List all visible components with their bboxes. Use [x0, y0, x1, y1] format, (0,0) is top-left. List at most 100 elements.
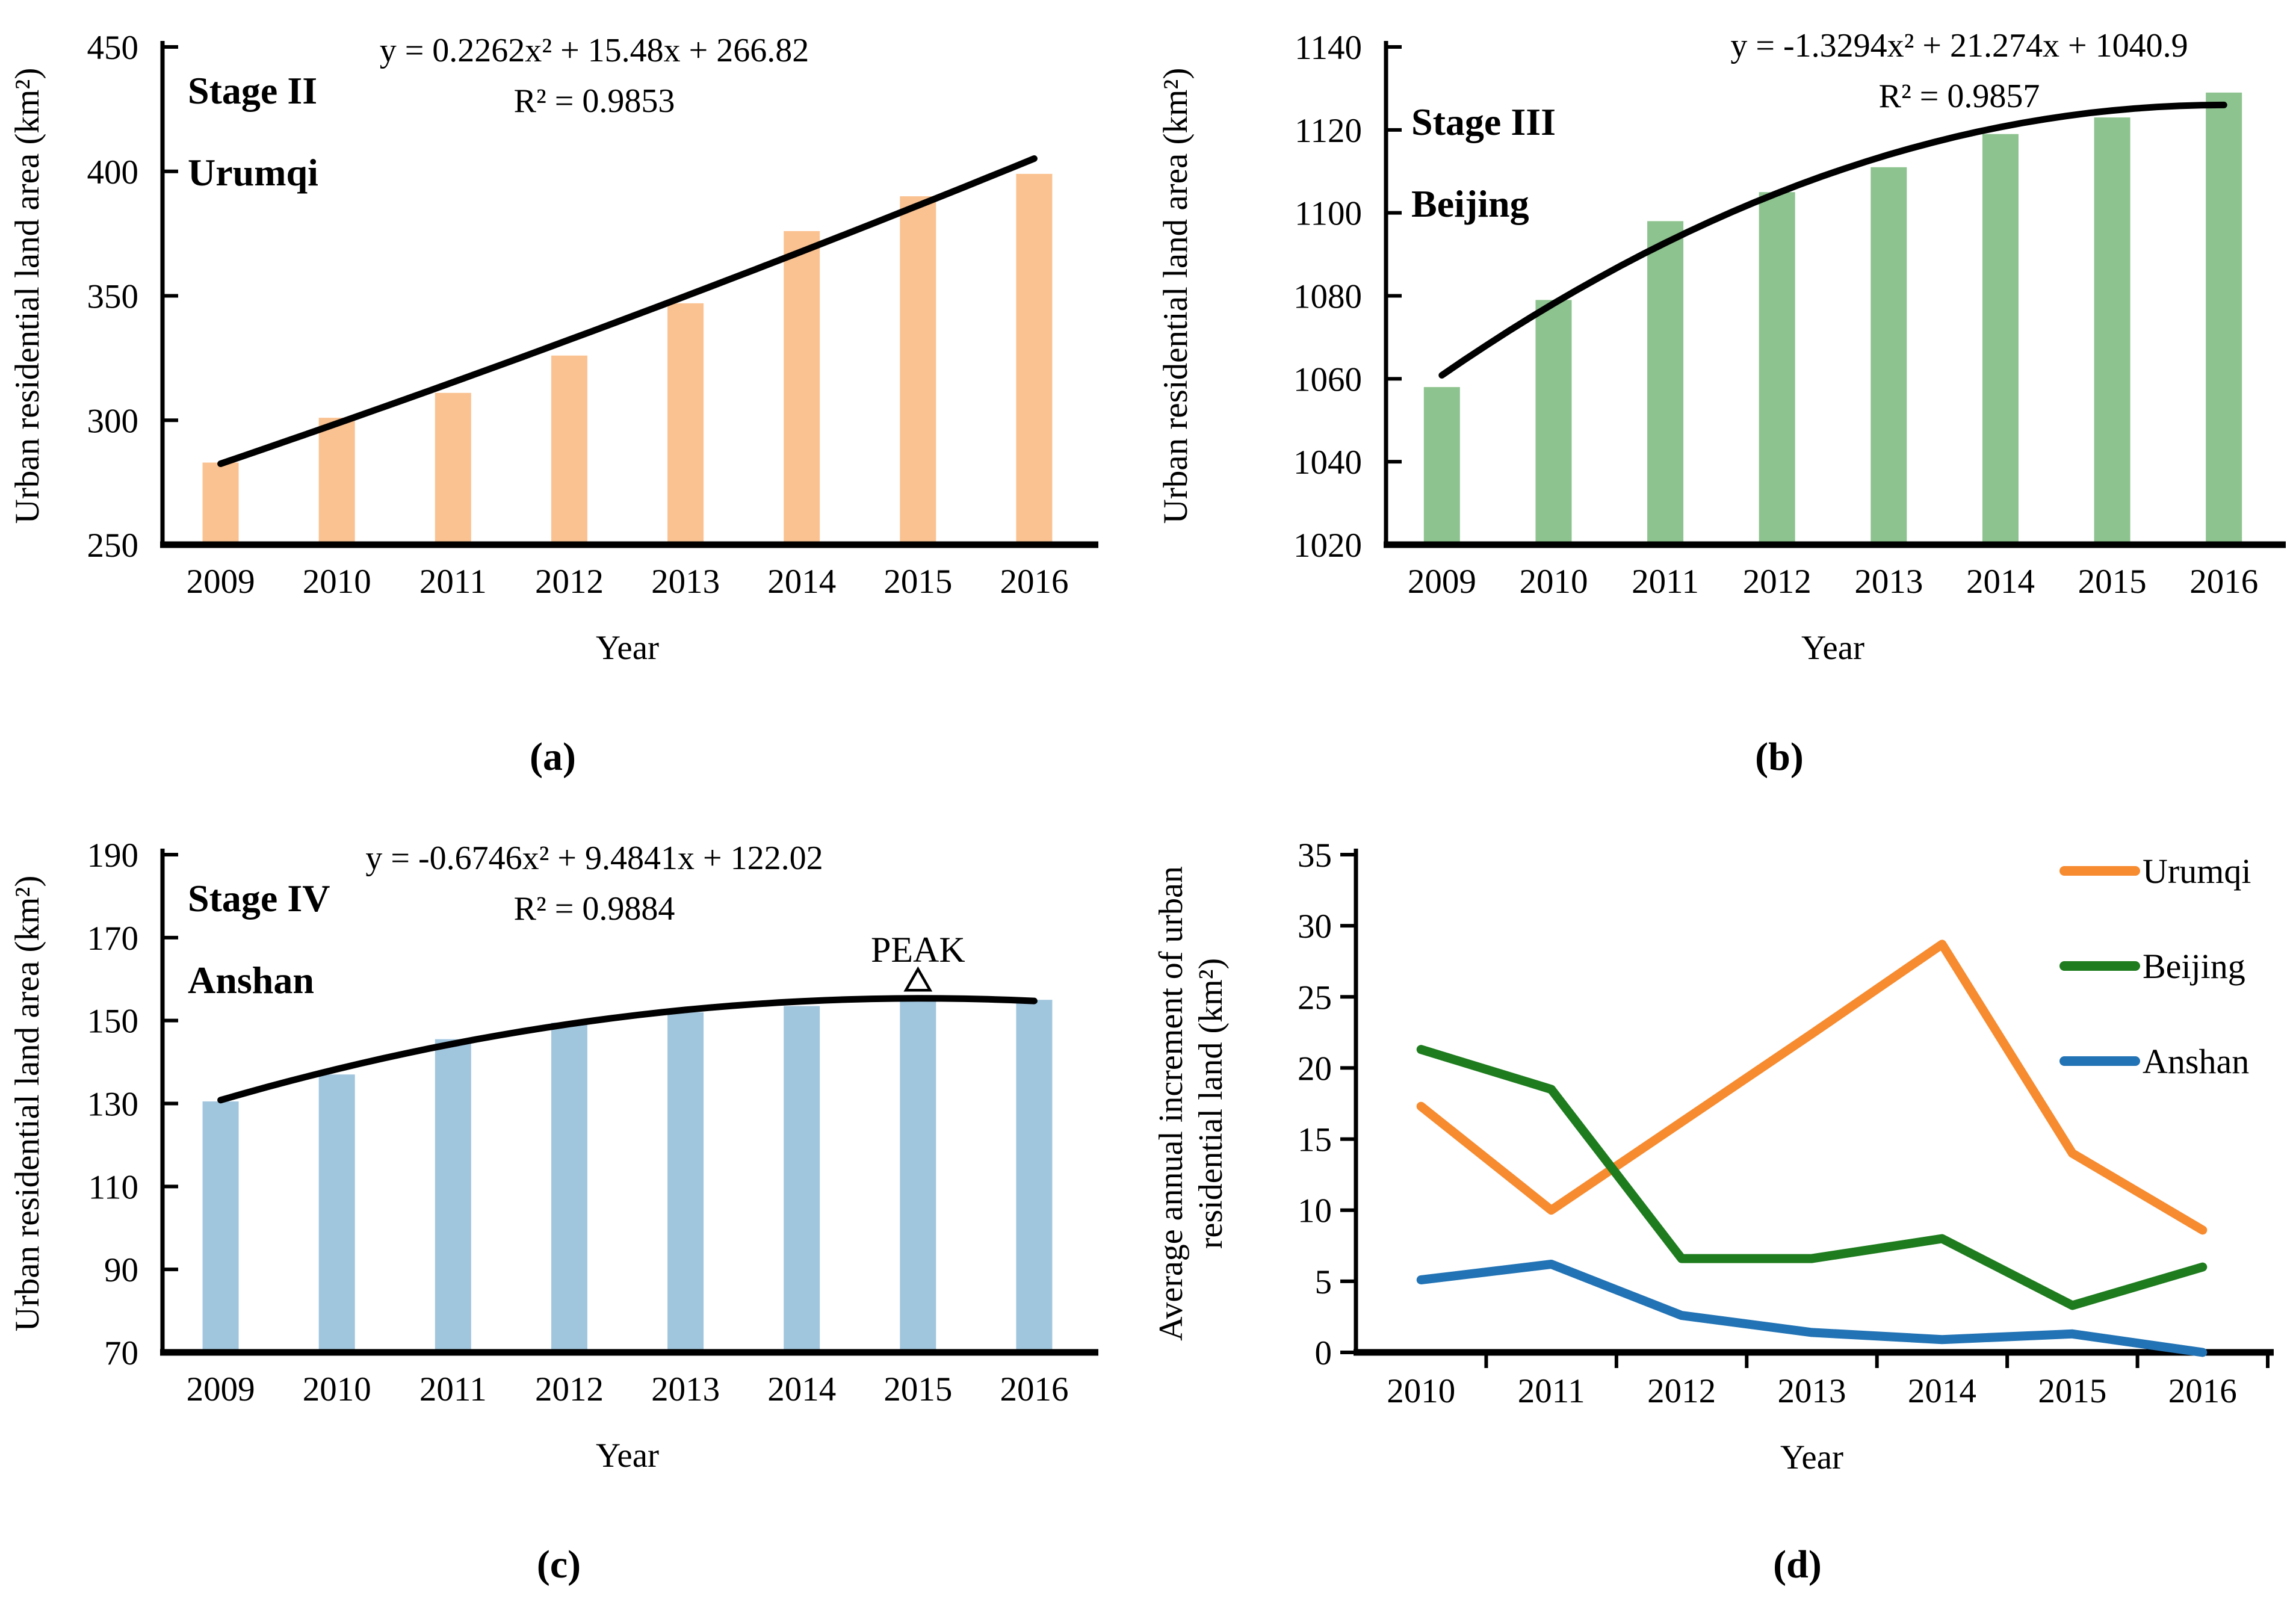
- x-axis-label: Year: [1780, 1438, 1843, 1476]
- y-tick-label: 20: [1298, 1050, 1332, 1088]
- y-tick-label: 1120: [1295, 112, 1362, 150]
- y-tick-label: 90: [104, 1251, 138, 1289]
- bar-2016: [1016, 173, 1053, 545]
- y-tick-label: 450: [87, 29, 139, 67]
- svg-text:y = 0.2262x² + 15.48x + 266.82: y = 0.2262x² + 15.48x + 266.82: [380, 32, 809, 69]
- x-tick-label: 2011: [1632, 563, 1699, 601]
- x-axis: 2009 2010 2011 2012 2013 2014 2015 2016: [160, 541, 1098, 601]
- svg-text:Stage III: Stage III: [1411, 101, 1556, 143]
- x-tick-label: 2012: [535, 563, 604, 601]
- x-axis-label: Year: [1801, 629, 1864, 667]
- bar-2013: [667, 303, 704, 545]
- x-tick-label: 2016: [1000, 563, 1068, 601]
- equation: y = -1.3294x² + 21.274x + 1040.9 R² = 0.9…: [1730, 27, 2188, 115]
- bars: [1423, 92, 2242, 545]
- bar-2012: [551, 1023, 587, 1352]
- y-axis: 70 90 110 130 150 170 190: [87, 837, 178, 1372]
- y-tick-label: 190: [87, 837, 139, 875]
- x-axis: 2010 2011 2012 2013 2014 2015 2016: [1354, 1349, 2274, 1410]
- x-tick-label: 2010: [1519, 563, 1588, 601]
- y-tick-label: 1040: [1293, 444, 1362, 481]
- x-tick-label: 2012: [1647, 1372, 1716, 1410]
- x-tick-label: 2009: [187, 563, 255, 601]
- x-tick-label: 2013: [1854, 563, 1923, 601]
- y-tick-label: 70: [104, 1334, 138, 1372]
- bar-2010: [1535, 300, 1572, 545]
- svg-text:y = -1.3294x² + 21.274x + 1040: y = -1.3294x² + 21.274x + 1040.9: [1730, 27, 2188, 64]
- stage-label: Stage II Urumqi: [188, 69, 318, 194]
- bar-2016: [2206, 92, 2242, 545]
- svg-text:residential land (km²): residential land (km²): [1192, 958, 1230, 1249]
- y-tick-label: 30: [1298, 908, 1332, 946]
- beijing-bar-chart-svg: 1020 1040 1060 1080 1100 1120 1140 Urban reside…: [1157, 27, 2286, 667]
- panel-urumqi-bar-chart: 250 300 350 400 450 Urban residential land ar…: [0, 0, 1148, 707]
- x-tick-label: 2011: [419, 1370, 487, 1408]
- y-tick-label: 110: [88, 1168, 138, 1206]
- bar-2010: [318, 1074, 355, 1352]
- y-tick-label: 150: [87, 1003, 139, 1041]
- y-tick-label: 1020: [1293, 527, 1362, 565]
- y-tick-label: 15: [1298, 1121, 1332, 1159]
- svg-text:Average annual increment of ur: Average annual increment of urban: [1153, 866, 1190, 1341]
- increment-line-chart-svg: 0 5 10 15 20 25 30 35 Average annual increment o…: [1153, 837, 2274, 1476]
- x-tick-label: 2010: [303, 1370, 371, 1408]
- bar-2011: [435, 392, 471, 545]
- x-tick-label: 2014: [767, 563, 836, 601]
- trend-line: [217, 995, 1038, 1104]
- bar-2009: [1423, 387, 1460, 545]
- x-tick-label: 2016: [2168, 1372, 2237, 1410]
- x-tick-label: 2011: [419, 563, 487, 601]
- trend-line: [217, 155, 1038, 467]
- y-tick-label: 1080: [1293, 278, 1362, 316]
- svg-text:R² = 0.9884: R² = 0.9884: [514, 890, 675, 927]
- x-tick-label: 2015: [2078, 563, 2147, 601]
- series-line-urumqi: [1416, 940, 2208, 1235]
- x-axis-label: Year: [596, 1437, 659, 1475]
- caption-a: (a): [530, 735, 576, 779]
- svg-text:R² = 0.9853: R² = 0.9853: [514, 82, 675, 120]
- x-tick-label: 2015: [883, 563, 952, 601]
- peak-annotation: PEAK: [871, 930, 965, 992]
- stage-label: Stage III Beijing: [1411, 101, 1556, 225]
- y-axis: 0 5 10 15 20 25 30 35: [1298, 837, 1358, 1372]
- panel-anshan-bar-chart: 70 90 110 130 150 170 190 Urban residential lan…: [0, 808, 1148, 1515]
- y-tick-label: 1140: [1295, 29, 1362, 67]
- y-axis: 250 300 350 400 450: [87, 29, 178, 565]
- bar-2015: [2094, 117, 2130, 545]
- y-tick-label: 300: [87, 402, 139, 440]
- x-tick-label: 2011: [1518, 1372, 1585, 1410]
- peak-triangle-marker: [903, 966, 933, 992]
- x-tick-label: 2013: [651, 1370, 720, 1408]
- bar-2015: [900, 997, 936, 1352]
- series-line-anshan: [1416, 1260, 2208, 1357]
- bar-2013: [1871, 167, 1907, 545]
- x-tick-label: 2015: [883, 1370, 952, 1408]
- bar-2009: [202, 462, 239, 545]
- x-tick-label: 2014: [1966, 563, 2035, 601]
- anshan-bar-chart-svg: 70 90 110 130 150 170 190 Urban residential lan…: [8, 837, 1098, 1475]
- y-axis-label: Average annual increment of urban residen…: [1153, 866, 1230, 1341]
- y-axis-label: Urban residential land area (km²): [8, 68, 46, 524]
- legend-label-beijing: Beijing: [2143, 947, 2245, 986]
- caption-b: (b): [1755, 735, 1804, 779]
- x-axis: 2009 2010 2011 2012 2013 2014 2015 2016: [1384, 541, 2286, 601]
- bar-2014: [1982, 134, 2019, 545]
- bar-2012: [1759, 192, 1795, 545]
- svg-text:Urumqi: Urumqi: [188, 151, 318, 194]
- urumqi-bar-chart-svg: 250 300 350 400 450 Urban residential land ar…: [8, 29, 1098, 667]
- y-tick-label: 170: [87, 920, 139, 958]
- y-tick-label: 1100: [1295, 195, 1362, 233]
- bar-2011: [435, 1039, 471, 1352]
- x-tick-label: 2014: [767, 1370, 836, 1408]
- x-axis: 2009 2010 2011 2012 2013 2014 2015 2016: [160, 1349, 1098, 1408]
- series-line-beijing: [1416, 1045, 2208, 1310]
- y-tick-label: 400: [87, 153, 139, 191]
- bar-2009: [202, 1101, 239, 1352]
- bar-2014: [784, 1006, 820, 1352]
- y-axis: 1020 1040 1060 1080 1100 1120 1140: [1293, 29, 1402, 565]
- equation: y = 0.2262x² + 15.48x + 266.82 R² = 0.985…: [380, 32, 809, 120]
- x-tick-label: 2009: [187, 1370, 255, 1408]
- legend: Urumqi Beijing Anshan: [2059, 852, 2251, 1081]
- y-axis-label: Urban residential land area (km²): [1157, 68, 1195, 524]
